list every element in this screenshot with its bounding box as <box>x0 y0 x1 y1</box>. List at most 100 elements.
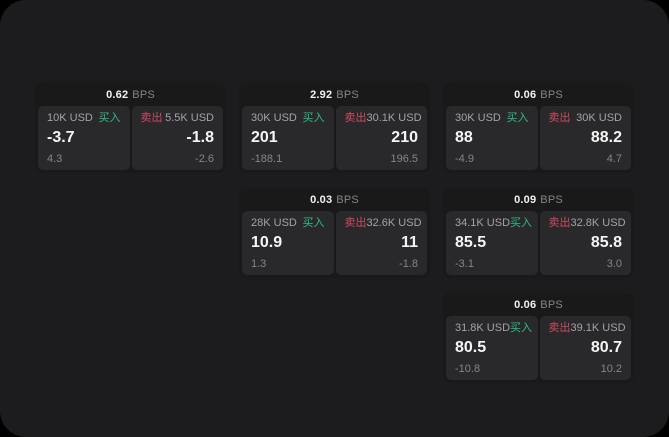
buy-quote-tile[interactable]: 31.8K USD 买入 80.5 -10.8 <box>446 316 538 380</box>
sell-quote-tile[interactable]: 卖出 39.1K USD 80.7 10.2 <box>539 316 631 380</box>
buy-quote-tile[interactable]: 34.1K USD 买入 85.5 -3.1 <box>446 211 538 275</box>
buy-delta: -10.8 <box>455 362 481 375</box>
buy-price: 201 <box>251 129 278 147</box>
sell-delta: -2.6 <box>195 152 214 165</box>
card-body: 34.1K USD 买入 85.5 -3.1 卖出 32.8K USD 85.8… <box>446 211 631 275</box>
buy-tile-top-row: 10K USD 买入 <box>47 112 121 124</box>
sell-amount: 32.6K USD <box>366 217 422 229</box>
card-body: 28K USD 买入 10.9 1.3 卖出 32.6K USD 11 -1.8 <box>242 211 427 275</box>
sell-amount: 5.5K USD <box>165 112 214 124</box>
sell-price: -1.8 <box>186 129 214 147</box>
card-header: 0.06 BPS <box>446 83 631 106</box>
sell-price: 85.8 <box>590 234 622 252</box>
sell-tile-top-row: 卖出 30.1K USD <box>344 112 422 124</box>
bps-unit-label: BPS <box>540 88 563 101</box>
card-header: 2.92 BPS <box>242 83 427 106</box>
sell-delta: 3.0 <box>606 257 622 270</box>
sell-quote-tile[interactable]: 卖出 30K USD 88.2 4.7 <box>539 106 631 170</box>
card-header: 0.03 BPS <box>242 188 427 211</box>
buy-delta: 4.3 <box>47 152 63 165</box>
sell-delta: 10.2 <box>600 362 622 375</box>
sell-delta: 196.5 <box>390 152 418 165</box>
bps-value: 0.06 <box>514 88 537 101</box>
bps-value: 0.62 <box>106 88 129 101</box>
sell-tile-top-row: 卖出 39.1K USD <box>548 322 626 334</box>
sell-price: 210 <box>391 129 418 147</box>
buy-price: 85.5 <box>455 234 487 252</box>
sell-side-label: 卖出 <box>548 217 571 229</box>
sell-price: 88.2 <box>590 129 622 147</box>
quote-card: 2.92 BPS 30K USD 买入 201 -188.1 卖出 30.1K … <box>239 83 430 173</box>
buy-price: 10.9 <box>251 234 283 252</box>
sell-tile-top-row: 卖出 32.8K USD <box>548 217 626 229</box>
buy-delta: -3.1 <box>455 257 474 270</box>
buy-amount: 30K USD <box>251 112 297 124</box>
buy-tile-top-row: 30K USD 买入 <box>251 112 325 124</box>
buy-side-label: 买入 <box>98 112 121 124</box>
bps-value: 0.06 <box>514 298 537 311</box>
buy-tile-top-row: 30K USD 买入 <box>455 112 529 124</box>
sell-delta: -1.8 <box>399 257 418 270</box>
sell-quote-tile[interactable]: 卖出 5.5K USD -1.8 -2.6 <box>131 106 223 170</box>
card-body: 10K USD 买入 -3.7 4.3 卖出 5.5K USD -1.8 -2.… <box>38 106 223 170</box>
buy-amount: 28K USD <box>251 217 297 229</box>
card-header: 0.06 BPS <box>446 293 631 316</box>
buy-delta: -188.1 <box>251 152 283 165</box>
buy-quote-tile[interactable]: 30K USD 买入 88 -4.9 <box>446 106 538 170</box>
bps-value: 2.92 <box>310 88 333 101</box>
buy-price: 88 <box>455 129 473 147</box>
card-header: 0.62 BPS <box>38 83 223 106</box>
cards-grid: 0.62 BPS 10K USD 买入 -3.7 4.3 卖出 5.5K USD… <box>35 83 634 383</box>
sell-amount: 39.1K USD <box>570 322 626 334</box>
sell-amount: 30K USD <box>576 112 622 124</box>
buy-amount: 30K USD <box>455 112 501 124</box>
buy-quote-tile[interactable]: 28K USD 买入 10.9 1.3 <box>242 211 334 275</box>
buy-side-label: 买入 <box>302 112 325 124</box>
buy-price: 80.5 <box>455 339 487 357</box>
sell-amount: 32.8K USD <box>570 217 626 229</box>
sell-quote-tile[interactable]: 卖出 30.1K USD 210 196.5 <box>335 106 427 170</box>
buy-side-label: 买入 <box>302 217 325 229</box>
sell-price: 11 <box>401 234 418 252</box>
buy-delta: 1.3 <box>251 257 267 270</box>
buy-delta: -4.9 <box>455 152 474 165</box>
sell-side-label: 卖出 <box>344 217 367 229</box>
buy-amount: 31.8K USD <box>455 322 511 334</box>
buy-quote-tile[interactable]: 10K USD 买入 -3.7 4.3 <box>38 106 130 170</box>
buy-tile-top-row: 31.8K USD 买入 <box>455 322 532 334</box>
sell-side-label: 卖出 <box>344 112 367 124</box>
quote-card: 0.03 BPS 28K USD 买入 10.9 1.3 卖出 32.6K US… <box>239 188 430 278</box>
sell-price: 80.7 <box>590 339 622 357</box>
buy-tile-top-row: 28K USD 买入 <box>251 217 325 229</box>
buy-amount: 10K USD <box>47 112 93 124</box>
quote-card: 0.06 BPS 30K USD 买入 88 -4.9 卖出 30K USD 8… <box>443 83 634 173</box>
card-body: 31.8K USD 买入 80.5 -10.8 卖出 39.1K USD 80.… <box>446 316 631 380</box>
buy-side-label: 买入 <box>506 112 529 124</box>
sell-side-label: 卖出 <box>548 112 571 124</box>
buy-amount: 34.1K USD <box>455 217 511 229</box>
quote-card: 0.06 BPS 31.8K USD 买入 80.5 -10.8 卖出 39.1… <box>443 293 634 383</box>
bps-unit-label: BPS <box>540 298 563 311</box>
sell-quote-tile[interactable]: 卖出 32.6K USD 11 -1.8 <box>335 211 427 275</box>
bps-value: 0.09 <box>514 193 537 206</box>
bps-unit-label: BPS <box>336 88 359 101</box>
sell-amount: 30.1K USD <box>366 112 422 124</box>
card-body: 30K USD 买入 88 -4.9 卖出 30K USD 88.2 4.7 <box>446 106 631 170</box>
bps-value: 0.03 <box>310 193 333 206</box>
sell-tile-top-row: 卖出 32.6K USD <box>344 217 422 229</box>
sell-side-label: 卖出 <box>548 322 571 334</box>
bps-unit-label: BPS <box>540 193 563 206</box>
sell-tile-top-row: 卖出 5.5K USD <box>141 112 215 124</box>
bps-unit-label: BPS <box>336 193 359 206</box>
sell-tile-top-row: 卖出 30K USD <box>549 112 623 124</box>
buy-side-label: 买入 <box>510 217 533 229</box>
sell-side-label: 卖出 <box>140 112 163 124</box>
buy-quote-tile[interactable]: 30K USD 买入 201 -188.1 <box>242 106 334 170</box>
buy-price: -3.7 <box>47 129 75 147</box>
quote-card: 0.62 BPS 10K USD 买入 -3.7 4.3 卖出 5.5K USD… <box>35 83 226 173</box>
sell-delta: 4.7 <box>606 152 622 165</box>
card-body: 30K USD 买入 201 -188.1 卖出 30.1K USD 210 1… <box>242 106 427 170</box>
card-header: 0.09 BPS <box>446 188 631 211</box>
sell-quote-tile[interactable]: 卖出 32.8K USD 85.8 3.0 <box>539 211 631 275</box>
